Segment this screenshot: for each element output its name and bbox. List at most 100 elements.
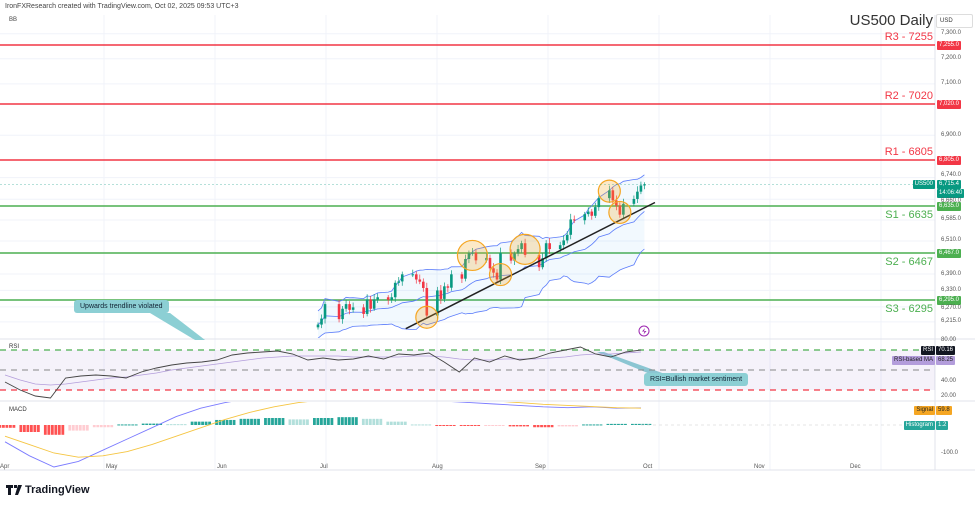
macd-histogram-bar — [316, 418, 320, 425]
macd-histogram-bar — [103, 425, 107, 428]
candle-body — [509, 253, 513, 261]
macd-histogram-bar — [68, 425, 72, 431]
macd-histogram-bar — [141, 423, 145, 425]
macd-histogram-bar — [145, 423, 149, 425]
candle-body — [548, 243, 551, 250]
macd-histogram-bar — [564, 425, 568, 427]
price-axis-label: 6,510.0 — [941, 237, 962, 244]
rsi-ma-value: 68.25 — [936, 356, 956, 365]
macd-histogram-bar — [9, 425, 12, 428]
candle-body — [615, 200, 618, 206]
tradingview-logo[interactable]: TradingView — [6, 484, 90, 496]
highlight-circle — [509, 233, 541, 265]
macd-histogram-bar — [477, 425, 481, 426]
macd-histogram-bar — [306, 419, 309, 425]
macd-histogram-bar — [389, 421, 393, 425]
macd-histogram-bar — [442, 425, 446, 426]
candle-body — [572, 219, 576, 221]
candle-body — [460, 274, 464, 279]
macd-histogram-bar — [274, 418, 278, 425]
candle-body — [443, 286, 446, 299]
currency-selector[interactable]: USD — [936, 14, 973, 28]
macd-histogram-bar — [592, 424, 596, 426]
macd-histogram-bar — [243, 418, 246, 425]
macd-histogram-bar — [375, 418, 379, 425]
macd-histogram-bar — [470, 425, 474, 426]
rsi-axis-80: 80.00 — [941, 337, 957, 343]
macd-histogram-bar — [61, 425, 65, 435]
rsi-line — [4, 346, 642, 399]
highlight-circle — [597, 179, 621, 203]
macd-histogram-bar — [19, 425, 23, 432]
bollinger-indicator-label[interactable]: BB — [9, 17, 18, 23]
macd-histogram-bar — [634, 423, 638, 425]
macd-histogram-bar — [617, 423, 620, 425]
macd-histogram-bar — [484, 425, 488, 426]
symbol-tag: US500 — [912, 179, 935, 189]
last-price-tag: 6,715.4 — [937, 179, 962, 189]
macd-histogram-bar — [190, 421, 194, 425]
candle-body — [586, 211, 590, 215]
candle-body — [541, 258, 544, 268]
macd-pane — [0, 402, 652, 468]
candle-body — [636, 191, 639, 199]
macd-histogram-bar — [403, 421, 407, 425]
macd-histogram-bar — [487, 425, 491, 426]
macd-histogram-bar — [641, 423, 645, 425]
time-axis-month: Sep — [535, 464, 546, 470]
candle-body — [422, 281, 425, 288]
level-price-tag: 6,805.0 — [937, 155, 962, 165]
candle-body — [562, 240, 565, 246]
time-axis-month: Apr — [0, 464, 10, 470]
candle-body — [593, 207, 597, 216]
macd-histogram-bar — [463, 425, 467, 426]
macd-histogram-bar — [606, 423, 610, 425]
macd-histogram-bar — [278, 418, 281, 425]
macd-histogram-bar — [526, 425, 529, 427]
rsi-sentiment-callout[interactable]: RSI=Bullish market sentiment — [644, 373, 749, 386]
candle-body — [369, 299, 372, 309]
candle-body — [544, 243, 548, 259]
candle-body — [569, 219, 573, 235]
macd-histogram-bar — [571, 425, 575, 427]
rsi-tag: RSI — [920, 346, 935, 355]
macd-histogram-bar — [386, 421, 390, 425]
macd-histogram-bar — [435, 425, 439, 426]
candle-body — [520, 243, 523, 250]
trendline-violated-callout[interactable]: Upwards trendline violated — [74, 300, 169, 313]
macd-histogram-bar — [501, 425, 505, 426]
rsi-pane-label[interactable]: RSI — [9, 344, 20, 350]
macd-pane-label[interactable]: MACD — [9, 407, 27, 413]
macd-histogram-bar — [508, 425, 512, 427]
candle-body — [362, 307, 365, 314]
macd-histogram-bar — [239, 418, 243, 425]
macd-histogram-bar — [491, 425, 495, 426]
callout-pointer — [597, 352, 665, 374]
macd-histogram-bar — [208, 421, 211, 425]
macd-histogram-bar — [43, 425, 47, 435]
macd-histogram-bar — [582, 424, 585, 426]
time-axis-month: Oct — [643, 464, 653, 470]
macd-histogram-bar — [354, 417, 358, 425]
macd-histogram-bar — [47, 425, 51, 435]
macd-histogram-bar — [176, 424, 180, 426]
macd-histogram-bar — [519, 425, 522, 427]
candle-body — [393, 282, 397, 298]
macd-histogram-bar — [365, 418, 369, 425]
macd-histogram-bar — [624, 423, 627, 425]
macd-histogram-bar — [561, 425, 564, 427]
candle-body — [397, 281, 401, 283]
price-axis-label: 6,660.0 — [941, 198, 962, 205]
candle-body — [390, 297, 394, 300]
macd-histogram-bar — [361, 418, 365, 425]
macd-histogram-bar — [75, 425, 79, 431]
macd-histogram-bar — [26, 425, 30, 432]
tradingview-logo-icon — [6, 485, 22, 495]
macd-histogram-bar — [414, 424, 418, 426]
candle-body — [608, 190, 611, 199]
candle-body — [351, 307, 355, 310]
macd-histogram-bar — [313, 418, 316, 425]
macd-histogram-bar — [610, 423, 613, 425]
macd-histogram-bar — [372, 418, 376, 425]
